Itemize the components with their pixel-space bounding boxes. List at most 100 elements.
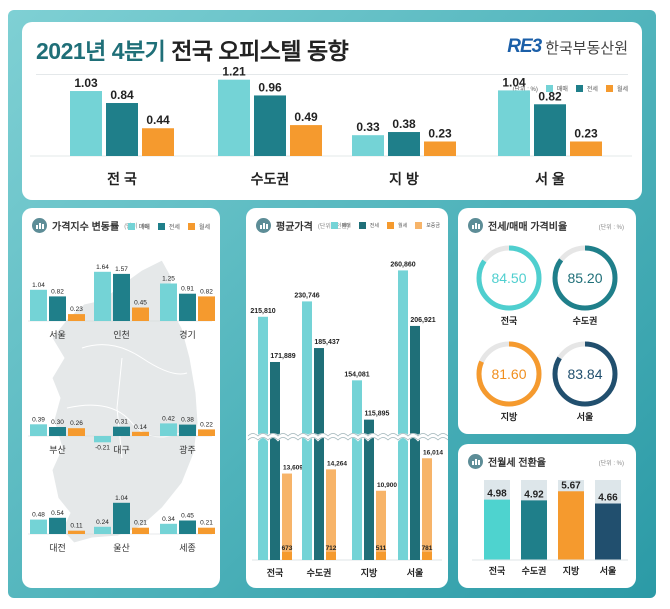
data-label: 14,264 bbox=[327, 460, 347, 467]
jeonse-ratio-header: 전세/매매 가격비율 bbox=[468, 218, 567, 233]
ratio-value: 84.50 bbox=[491, 270, 526, 286]
bar-sale bbox=[302, 301, 312, 560]
regional-legend: 매매 전세 월세 bbox=[124, 222, 210, 231]
title-period: 2021년 4분기 bbox=[36, 38, 166, 64]
bar-jeonse bbox=[314, 348, 324, 560]
data-label: 1.25 bbox=[162, 276, 175, 283]
data-label: 0.91 bbox=[181, 286, 194, 293]
legend-label-sale: 매매 bbox=[341, 223, 351, 229]
bar-value bbox=[595, 503, 621, 560]
ring-value bbox=[552, 245, 618, 311]
category-label: 서울 bbox=[600, 565, 617, 576]
bar-monthly bbox=[290, 125, 322, 156]
bar-jeonse bbox=[388, 132, 420, 156]
data-label: 10,900 bbox=[377, 482, 397, 489]
summary-bar-chart: 1.03 0.84 0.44 전 국 1.21 0.96 0.49 수도권 0.33 0.38 0.… bbox=[30, 65, 632, 187]
title-main: 전국 오피스텔 동향 bbox=[165, 38, 349, 64]
legend-label-deposit: 보증금 bbox=[426, 223, 440, 229]
region-label: 세종 bbox=[179, 543, 196, 553]
bar-deposit bbox=[282, 473, 292, 560]
legend-label-jeonse: 전세 bbox=[369, 223, 379, 229]
bar-value bbox=[484, 499, 510, 560]
bar-monthly bbox=[376, 552, 386, 560]
building-icon bbox=[256, 218, 271, 233]
ratio-value: 83.84 bbox=[567, 366, 602, 382]
legend-label-monthly: 월세 bbox=[616, 87, 628, 93]
legend-swatch-jeonse bbox=[358, 222, 366, 229]
legend-label-monthly: 월세 bbox=[397, 223, 408, 229]
chart-icon bbox=[468, 218, 483, 233]
category-label: 수도권 bbox=[251, 171, 290, 187]
chart-icon bbox=[32, 218, 47, 233]
bar-jeonse bbox=[49, 427, 66, 436]
ratio-value: 85.20 bbox=[567, 270, 602, 286]
legend-swatch-jeonse bbox=[575, 85, 583, 92]
data-label: 0.31 bbox=[115, 419, 128, 426]
bar-deposit bbox=[326, 469, 336, 560]
page-title: 2021년 4분기 전국 오피스텔 동향 bbox=[36, 32, 349, 66]
panel-unit: (단위 : %) bbox=[598, 461, 624, 467]
data-label: 13,609 bbox=[283, 465, 303, 472]
data-label: 0.96 bbox=[258, 80, 282, 94]
category-label: 수도권 bbox=[522, 565, 547, 576]
panel-unit: (단위 : %) bbox=[598, 225, 624, 231]
bar-deposit bbox=[422, 458, 432, 560]
category-label: 수도권 bbox=[573, 315, 598, 326]
data-label: 0.49 bbox=[294, 110, 318, 124]
data-label: 0.45 bbox=[181, 513, 194, 520]
data-label: 1.04 bbox=[32, 282, 45, 289]
panel-title: 전세/매매 가격비율 bbox=[488, 222, 568, 233]
bar-sale bbox=[94, 526, 111, 534]
category-label: 전국 bbox=[267, 567, 284, 578]
data-label: 0.23 bbox=[428, 126, 452, 140]
data-label: 1.21 bbox=[222, 65, 246, 79]
bar-monthly bbox=[282, 552, 292, 560]
data-label: 0.48 bbox=[32, 512, 45, 519]
bar-monthly bbox=[68, 530, 85, 534]
axis-break-line bbox=[247, 433, 448, 437]
panel-title: 평균가격 bbox=[276, 222, 313, 233]
legend-swatch-deposit bbox=[415, 222, 423, 229]
bar-sale bbox=[160, 523, 177, 534]
data-label: 16,014 bbox=[423, 449, 443, 456]
bar-jeonse bbox=[534, 104, 566, 156]
bar-monthly bbox=[132, 527, 149, 534]
region-label: 인천 bbox=[113, 330, 130, 340]
axis-break-mask bbox=[246, 433, 448, 442]
legend-swatch-sale bbox=[127, 223, 135, 230]
bar-monthly bbox=[422, 552, 432, 560]
data-label: 0.44 bbox=[146, 113, 170, 127]
reb-logo: RE3 한국부동산원 bbox=[507, 36, 628, 58]
map-border-line bbox=[81, 344, 188, 375]
bar-sale bbox=[70, 91, 102, 156]
bar-monthly bbox=[68, 428, 85, 436]
bar-jeonse bbox=[113, 426, 130, 436]
bar-monthly bbox=[424, 141, 456, 156]
regional-change-card: 1.04 0.82 0.23 서울 1.64 1.57 0.45 인천 1.25 0.91 0.82… bbox=[22, 208, 220, 588]
average-price-chart: 215,810 171,889 13,609 673 전국 230,746 185,437 1… bbox=[246, 261, 448, 578]
korea-map-shape bbox=[51, 259, 199, 544]
summary-card: 2021년 4분기 전국 오피스텔 동향 RE3 한국부동산원 (단위 : %)… bbox=[22, 22, 642, 200]
jeonse-ratio-chart: 84.50 전국 85.20 수도권 81.60 지방 83.84 서울 bbox=[476, 245, 618, 422]
data-label: 0.82 bbox=[51, 288, 64, 295]
legend-label-sale: 매매 bbox=[138, 225, 150, 231]
bar-sale bbox=[160, 423, 177, 436]
legend-unit: (단위 : %) bbox=[512, 87, 538, 93]
bar-value bbox=[558, 491, 584, 560]
bar-jeonse bbox=[113, 502, 130, 534]
data-label: 5.67 bbox=[561, 480, 581, 491]
legend-swatch-monthly bbox=[187, 223, 195, 230]
legend-label-monthly: 월세 bbox=[198, 225, 210, 231]
average-price-legend: 매매 전세 월세 보증금 bbox=[327, 222, 440, 229]
bar-jeonse bbox=[270, 361, 280, 560]
bar-sale bbox=[94, 271, 111, 321]
bar-monthly bbox=[198, 527, 215, 534]
data-label: 511 bbox=[376, 545, 387, 552]
region-label: 광주 bbox=[179, 444, 196, 455]
data-label: 0.39 bbox=[32, 416, 45, 423]
legend-swatch-monthly bbox=[605, 85, 613, 92]
legend-swatch-sale bbox=[545, 85, 553, 92]
bar-sale bbox=[498, 90, 530, 156]
bar-monthly bbox=[198, 429, 215, 436]
category-label: 전국 bbox=[501, 315, 518, 326]
